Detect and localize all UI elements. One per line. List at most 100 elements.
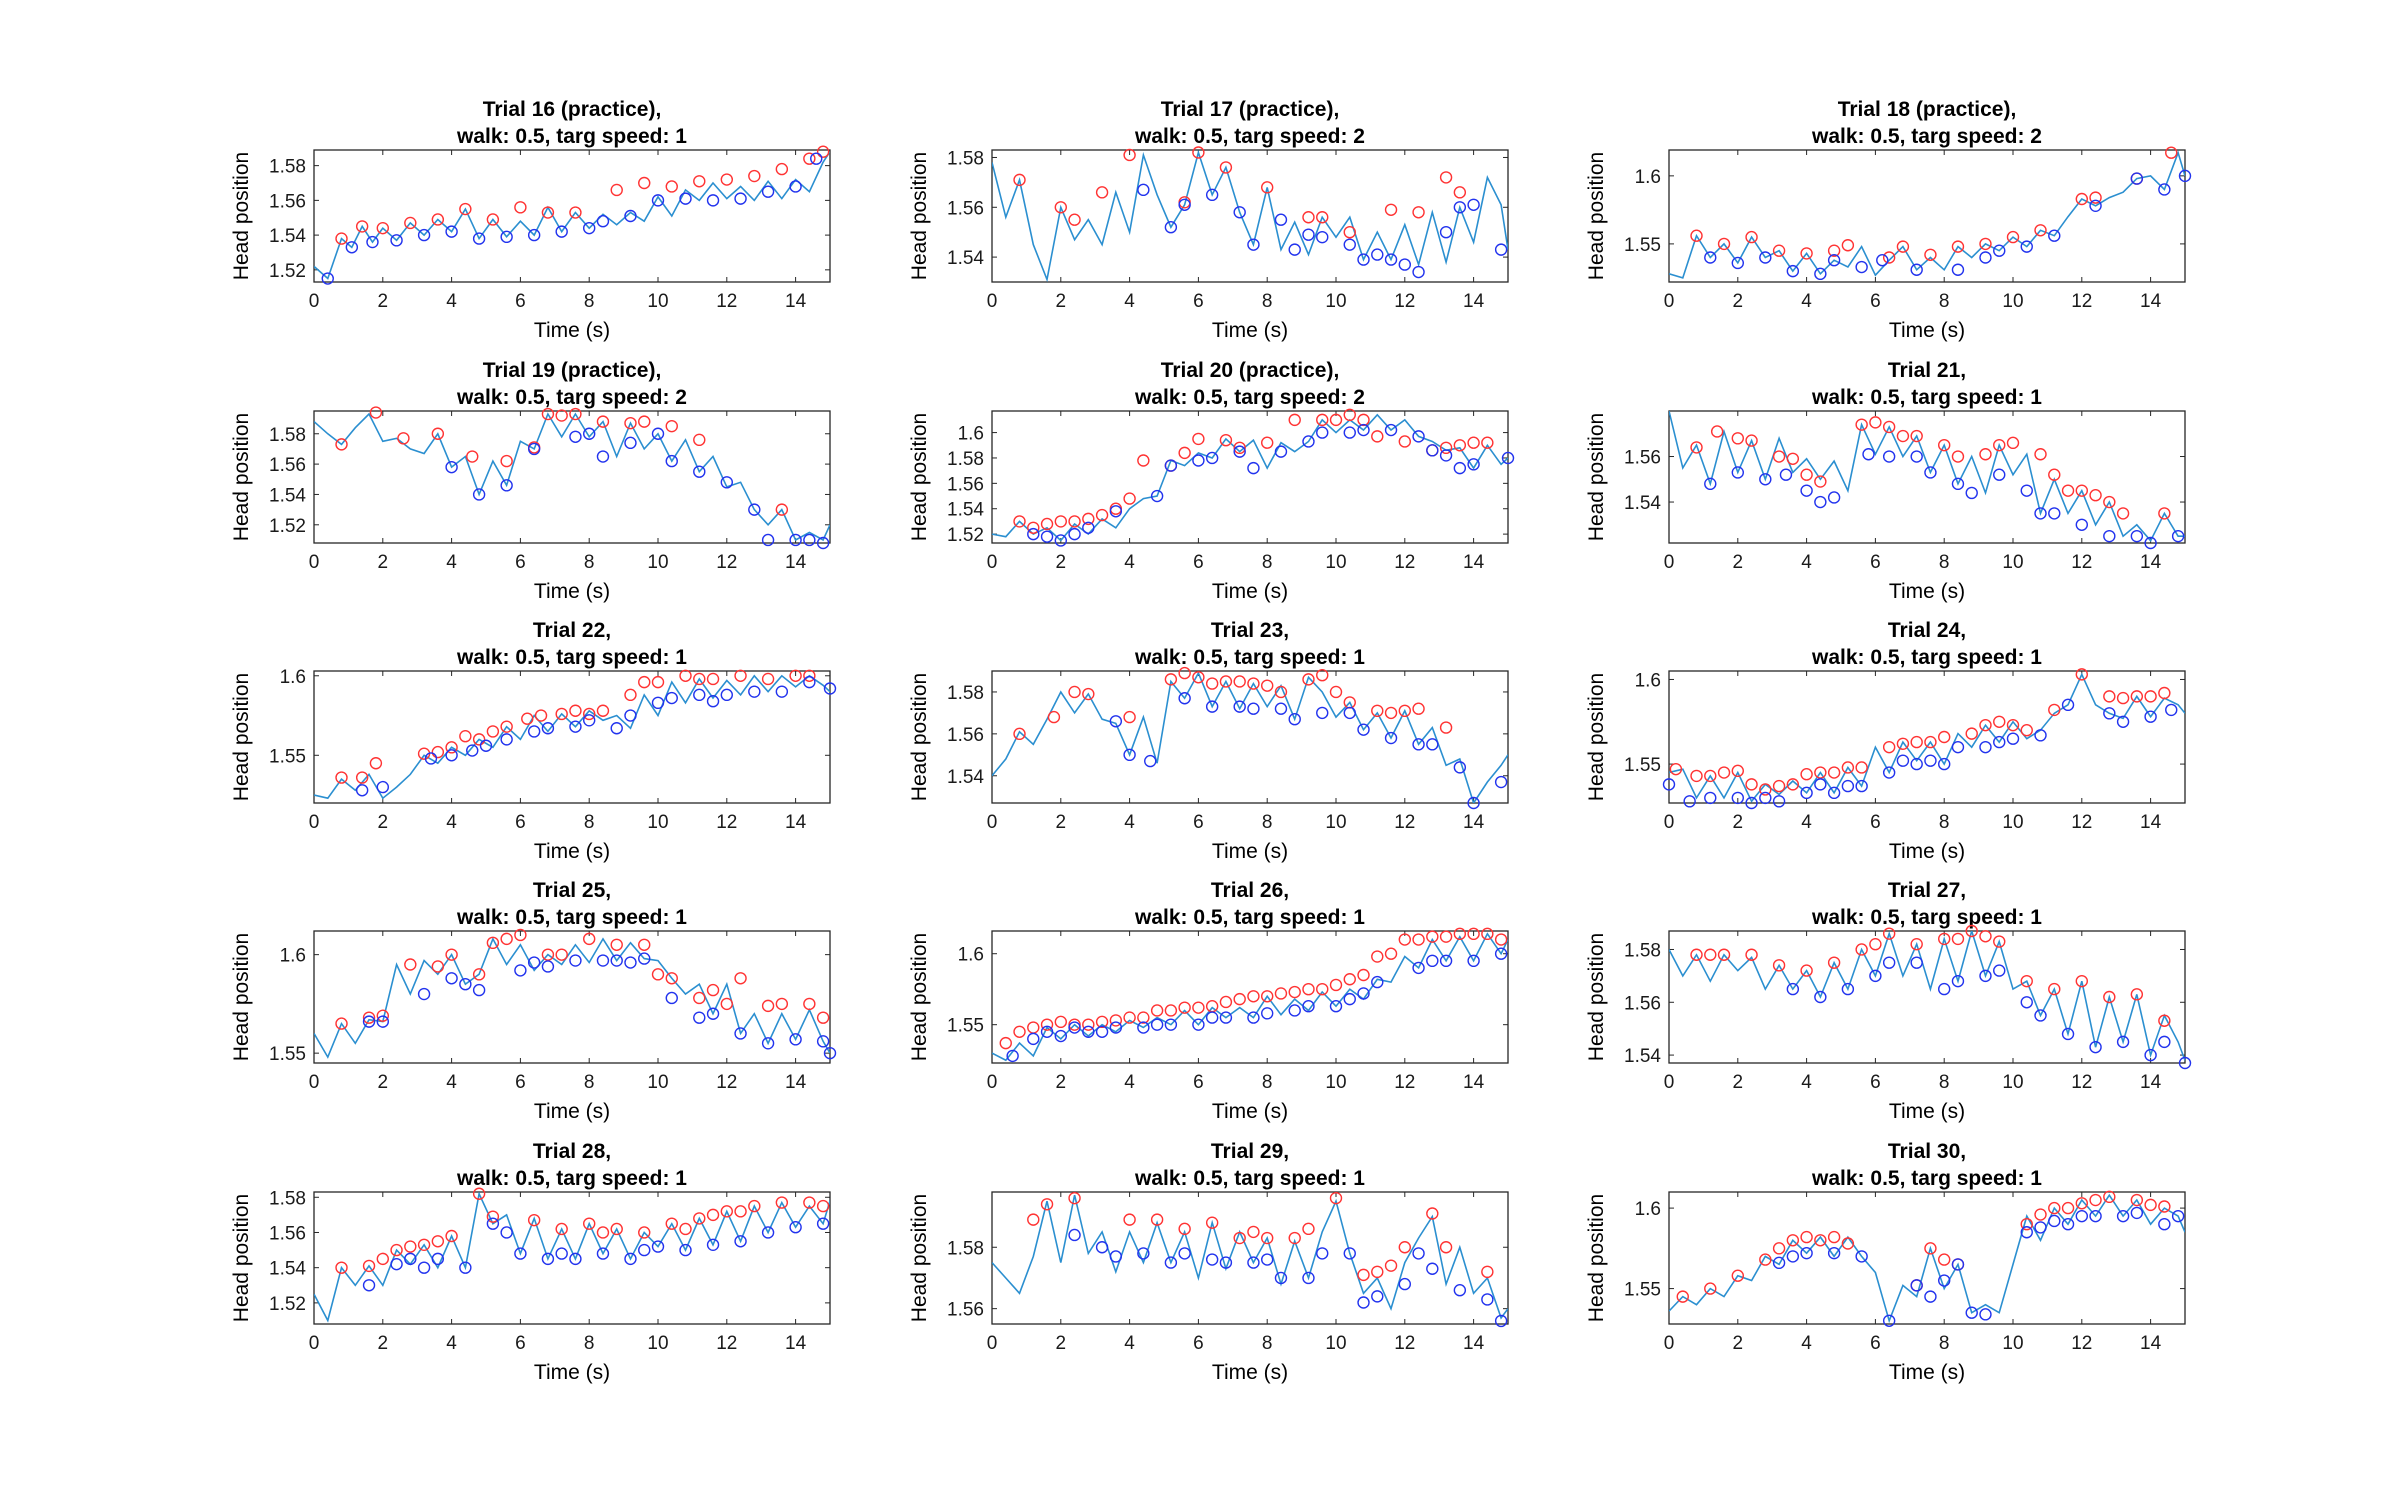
peak-marker xyxy=(390,1243,403,1257)
trough-marker xyxy=(596,1247,610,1260)
y-axis-label: Head position xyxy=(908,152,931,280)
peak-marker xyxy=(569,407,582,421)
peak-marker xyxy=(541,948,555,961)
peak-marker xyxy=(1384,203,1398,216)
trough-marker xyxy=(527,442,541,456)
subplot-title-line1: Trial 16 (practice), xyxy=(483,98,662,121)
subplot-title-line1: Trial 24, xyxy=(1888,619,1966,642)
peak-marker xyxy=(1800,468,1813,481)
peak-marker xyxy=(1979,718,1992,732)
peak-marker xyxy=(706,983,720,997)
y-tick-label: 1.54 xyxy=(1624,1046,1661,1067)
x-tick-label: 4 xyxy=(1124,1333,1135,1354)
trough-marker xyxy=(2103,707,2116,720)
peak-marker xyxy=(1219,433,1233,447)
x-tick-label: 10 xyxy=(1325,1072,1346,1093)
y-tick-label: 1.55 xyxy=(269,1044,306,1065)
trough-marker xyxy=(789,1033,802,1046)
y-tick-label: 1.55 xyxy=(1624,235,1661,256)
peak-marker xyxy=(1178,1001,1191,1014)
trough-marker xyxy=(569,430,582,443)
peak-marker xyxy=(1288,985,1301,999)
peak-marker xyxy=(472,968,486,981)
x-axis-label: Time (s) xyxy=(534,580,610,603)
peak-marker xyxy=(1855,418,1868,431)
y-tick-label: 1.56 xyxy=(947,198,984,219)
trough-marker xyxy=(1302,1000,1315,1013)
y-tick-label: 1.54 xyxy=(269,226,306,247)
x-axis-label: Time (s) xyxy=(1212,580,1288,603)
x-tick-label: 4 xyxy=(446,1072,457,1093)
x-tick-label: 2 xyxy=(378,812,389,833)
peak-marker xyxy=(2158,507,2171,520)
peak-marker xyxy=(999,1036,1012,1050)
peak-marker xyxy=(1745,778,1758,791)
x-tick-label: 12 xyxy=(1394,552,1415,573)
peak-marker xyxy=(2020,1217,2033,1231)
peak-marker xyxy=(803,997,816,1011)
peak-marker xyxy=(803,1196,816,1209)
x-tick-label: 4 xyxy=(1124,1072,1135,1093)
peak-marker xyxy=(1869,938,1882,951)
trough-marker xyxy=(1924,754,1937,767)
peak-marker xyxy=(1993,715,2006,728)
peak-marker xyxy=(1494,933,1508,946)
peak-marker xyxy=(1453,186,1467,199)
peak-marker xyxy=(624,416,637,430)
peak-marker xyxy=(514,201,527,214)
peak-marker xyxy=(1219,161,1233,174)
trough-marker xyxy=(2158,1217,2171,1231)
peak-marker xyxy=(1951,240,1965,253)
x-tick-label: 6 xyxy=(515,1072,526,1093)
trough-marker xyxy=(2165,703,2178,717)
trough-marker xyxy=(1412,265,1425,279)
x-tick-label: 2 xyxy=(1733,291,1744,312)
trough-marker xyxy=(1384,423,1398,437)
axes-box xyxy=(1668,670,2186,804)
peak-marker xyxy=(1329,978,1343,992)
y-tick-label: 1.52 xyxy=(269,1294,306,1315)
trough-marker xyxy=(823,1046,837,1060)
subplot-title-line1: Trial 17 (practice), xyxy=(1161,98,1340,121)
trough-marker xyxy=(1910,956,1923,969)
trough-marker xyxy=(2075,518,2089,531)
x-tick-label: 0 xyxy=(309,291,320,312)
trough-marker xyxy=(404,1252,417,1266)
peak-marker xyxy=(651,968,665,981)
y-tick-label: 1.6 xyxy=(958,424,984,445)
head-position-line xyxy=(992,932,1508,1062)
x-axis-label: Time (s) xyxy=(534,840,610,863)
head-position-line xyxy=(1669,411,2185,543)
trough-marker xyxy=(1233,206,1246,219)
peak-marker xyxy=(775,503,789,516)
trough-marker xyxy=(1274,1271,1288,1285)
peak-marker xyxy=(665,1217,678,1230)
trough-marker xyxy=(459,977,472,991)
x-tick-label: 12 xyxy=(2071,291,2092,312)
subplot-title-line1: Trial 18 (practice), xyxy=(1838,98,2017,121)
peak-marker xyxy=(1669,762,1683,776)
peak-marker xyxy=(1357,413,1370,427)
x-axis-label: Time (s) xyxy=(1212,840,1288,863)
y-tick-label: 1.52 xyxy=(269,516,306,537)
peak-marker xyxy=(706,672,720,686)
trough-marker xyxy=(2158,1035,2171,1049)
trough-marker xyxy=(1205,700,1219,713)
peak-marker xyxy=(1137,1011,1150,1024)
x-tick-label: 6 xyxy=(1193,1333,1204,1354)
peak-marker xyxy=(397,432,410,445)
trough-marker xyxy=(1882,766,1896,779)
trough-marker xyxy=(2116,715,2130,728)
trough-marker xyxy=(1247,1011,1260,1024)
trough-marker xyxy=(803,533,816,547)
peak-marker xyxy=(1690,441,1703,454)
peak-marker xyxy=(1302,982,1315,996)
trough-marker xyxy=(1426,954,1439,968)
peak-marker xyxy=(362,1011,376,1024)
subplot-title-line1: Trial 30, xyxy=(1888,1140,1966,1163)
trough-marker xyxy=(345,241,359,254)
head-position-line xyxy=(314,936,830,1059)
x-tick-label: 0 xyxy=(309,1072,320,1093)
x-tick-label: 14 xyxy=(2140,552,2162,573)
trough-marker xyxy=(810,152,823,165)
